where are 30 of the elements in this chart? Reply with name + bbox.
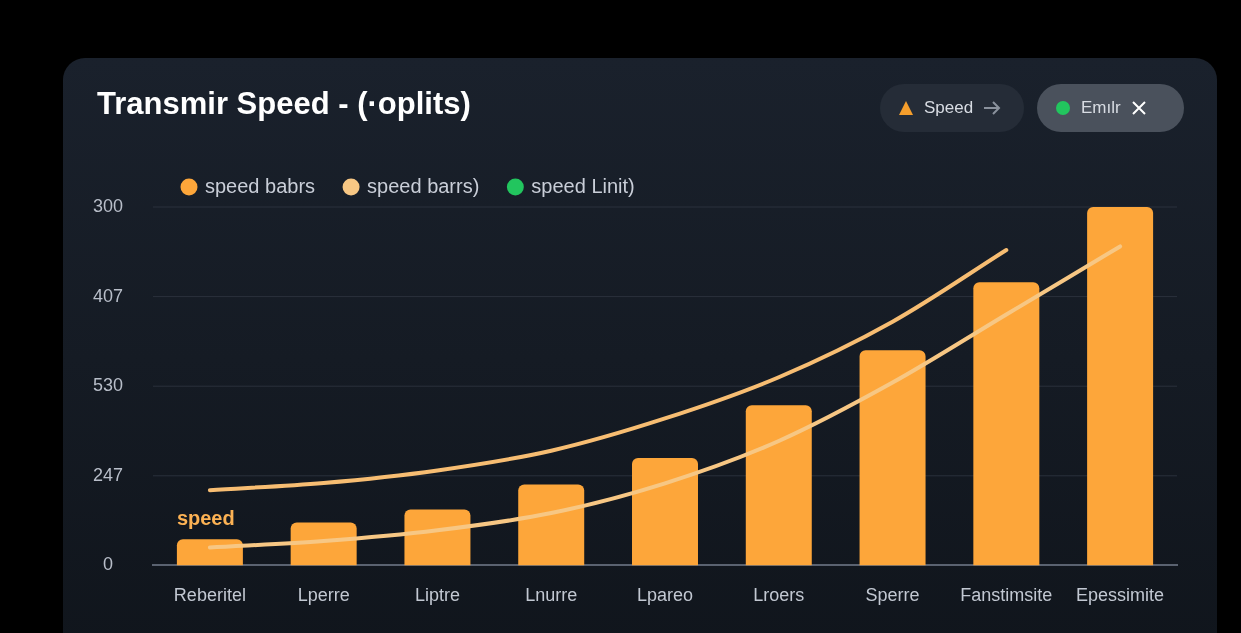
bar (518, 484, 585, 566)
legend-label: speed babrs (205, 174, 316, 197)
text: 407 (92, 285, 124, 306)
legend-label: speed barrs) (367, 174, 480, 197)
chart-title: Transmir Speed - (·oplits) (97, 86, 471, 122)
annotation: speed (176, 506, 235, 529)
bar (290, 522, 357, 566)
text: 247 (92, 464, 124, 485)
text: Speed (924, 98, 974, 118)
x-tick-label: Lperre (297, 585, 350, 606)
text: Emılr (1081, 98, 1121, 118)
bar (176, 539, 243, 566)
bar (745, 405, 812, 566)
x-tick-label: Reberitel (173, 585, 246, 606)
x-tick-label: Lroers (753, 585, 805, 606)
x-tick-label: Lpareo (636, 585, 694, 606)
bar (973, 282, 1040, 566)
bar (859, 350, 926, 566)
text: 530 (92, 375, 124, 396)
x-tick-label: Liptre (414, 585, 460, 606)
x-tick-label: Lnurre (525, 585, 578, 606)
legend-label: speed Linit) (531, 174, 635, 197)
text: 300 (92, 195, 124, 216)
text: 0 (102, 554, 114, 575)
x-tick-label: Sperre (865, 585, 920, 606)
x-tick-label: Fanstimsite (960, 585, 1053, 606)
x-tick-label: Epessimite (1076, 585, 1165, 606)
bar (1087, 207, 1154, 566)
bar (632, 457, 698, 566)
bar (404, 509, 471, 566)
